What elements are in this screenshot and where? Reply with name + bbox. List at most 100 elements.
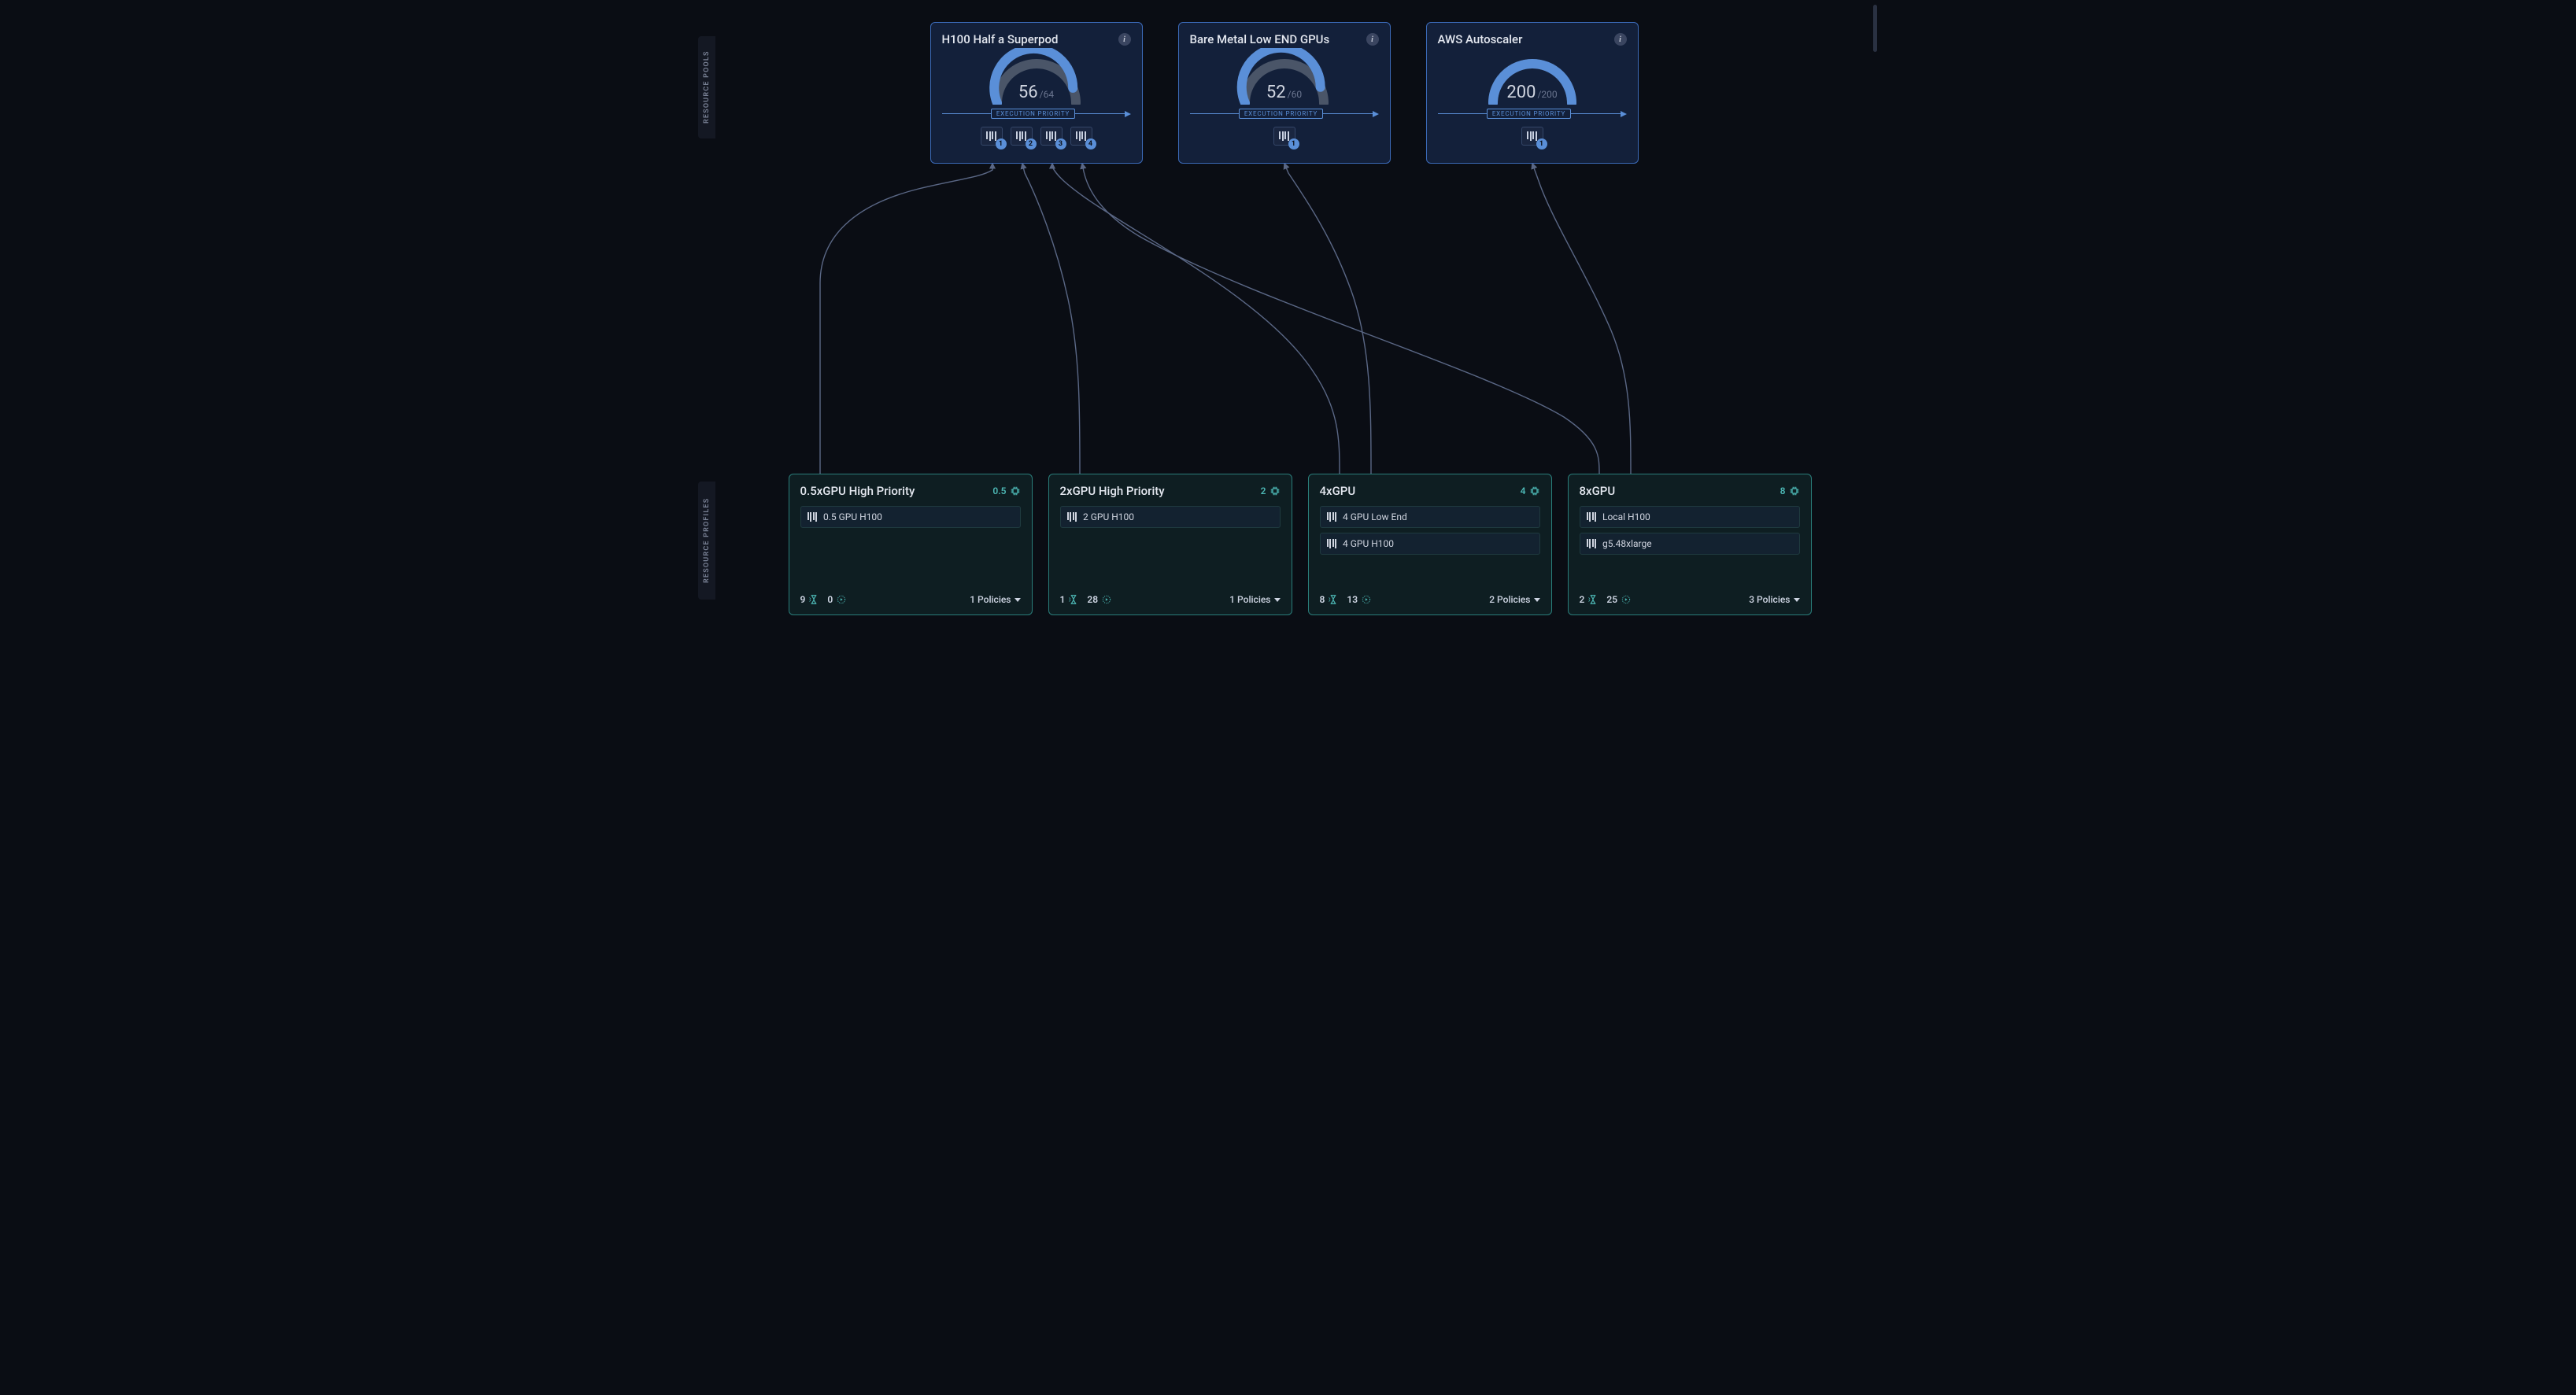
gauge-total: /60 <box>1288 89 1302 100</box>
pending-stat: 9 <box>800 594 820 605</box>
chip-icon <box>1789 485 1800 496</box>
side-tab-resource-pools[interactable]: RESOURCE POOLS <box>698 36 715 138</box>
chevron-down-icon <box>1274 598 1281 602</box>
gpu-count-tag: 8 <box>1780 485 1800 496</box>
policies-label: 3 Policies <box>1749 594 1790 605</box>
queue-chip[interactable]: 1 <box>981 127 1003 146</box>
resource-profile-card[interactable]: 0.5xGPU High Priority 0.5 0.5 GPU H100 9 0… <box>789 474 1033 615</box>
slot-label: 2 GPU H100 <box>1083 511 1134 522</box>
slot-label: 0.5 GPU H100 <box>823 511 882 522</box>
resource-pool-card[interactable]: H100 Half a Superpod i 56/64 EXECUTION PRIO… <box>930 22 1143 164</box>
pool-title: AWS Autoscaler <box>1438 32 1523 46</box>
gauge-value: 52 <box>1266 83 1286 102</box>
chevron-down-icon <box>1015 598 1021 602</box>
hourglass-icon <box>1328 594 1339 605</box>
info-icon[interactable]: i <box>1118 33 1131 46</box>
bars-icon <box>1046 131 1056 141</box>
arrow-right-icon <box>1621 111 1627 117</box>
pool-title: Bare Metal Low END GPUs <box>1190 32 1330 46</box>
pending-count: 1 <box>1060 594 1066 605</box>
scrollbar-stub <box>1873 5 1877 52</box>
bars-icon <box>1327 539 1337 548</box>
profile-slot[interactable]: 4 GPU Low End <box>1320 506 1540 528</box>
queue-badge: 1 <box>996 138 1007 149</box>
profile-title: 0.5xGPU High Priority <box>800 484 915 498</box>
gpu-count-value: 4 <box>1521 485 1526 496</box>
gauge-value: 56 <box>1018 83 1038 102</box>
resource-profile-card[interactable]: 8xGPU 8 Local H100 g5.48xlarge 2 25 3 Polic… <box>1568 474 1812 615</box>
resource-profile-card[interactable]: 4xGPU4 4 GPU Low End4 GPU H1008 13 2 Pol… <box>1308 474 1552 615</box>
queue-chip[interactable]: 4 <box>1070 127 1092 146</box>
slot-label: g5.48xlarge <box>1602 538 1652 549</box>
edge <box>820 164 992 474</box>
pending-stat: 1 <box>1060 594 1080 605</box>
gpu-count-tag: 2 <box>1261 485 1281 496</box>
queue-badge: 1 <box>1288 138 1299 149</box>
slot-label: 4 GPU Low End <box>1343 511 1407 522</box>
play-circle-icon <box>1621 594 1632 605</box>
pending-count: 2 <box>1580 594 1585 605</box>
edge <box>1082 164 1599 474</box>
arrow-right-icon <box>1125 111 1131 117</box>
gauge-total: /200 <box>1537 89 1557 100</box>
execution-priority-label: EXECUTION PRIORITY <box>991 109 1075 119</box>
resource-pool-card[interactable]: Bare Metal Low END GPUs i 52/60 EXECUTION P… <box>1178 22 1391 164</box>
queue-chip[interactable]: 1 <box>1273 127 1295 146</box>
profile-slot[interactable]: 2 GPU H100 <box>1060 506 1281 528</box>
info-icon[interactable]: i <box>1614 33 1627 46</box>
resource-pool-card[interactable]: AWS Autoscaler i 200/200 EXECUTION PRIORITY… <box>1426 22 1639 164</box>
side-tab-label: RESOURCE POOLS <box>703 51 711 124</box>
running-stat: 0 <box>827 594 847 605</box>
policies-dropdown[interactable]: 2 Policies <box>1489 594 1539 605</box>
profile-slot[interactable]: g5.48xlarge <box>1580 533 1800 555</box>
bars-icon <box>1587 539 1597 548</box>
policies-label: 2 Policies <box>1489 594 1530 605</box>
side-tab-resource-profiles[interactable]: RESOURCE PROFILES <box>698 482 715 600</box>
execution-priority-label: EXECUTION PRIORITY <box>1239 109 1323 119</box>
profile-slot[interactable]: Local H100 <box>1580 506 1800 528</box>
policies-label: 1 Policies <box>1229 594 1270 605</box>
queue-badge: 3 <box>1055 138 1066 149</box>
queue-chip[interactable]: 1 <box>1521 127 1543 146</box>
gpu-count-value: 0.5 <box>992 485 1006 496</box>
bars-icon <box>1587 512 1597 522</box>
queue-chip[interactable]: 2 <box>1011 127 1033 146</box>
pool-title: H100 Half a Superpod <box>942 32 1059 46</box>
arrow-right-icon <box>1373 111 1379 117</box>
queue-chip[interactable]: 3 <box>1040 127 1063 146</box>
queue-badge: 1 <box>1536 138 1547 149</box>
running-count: 13 <box>1347 594 1358 605</box>
gpu-count-value: 8 <box>1780 485 1786 496</box>
queue-badge: 2 <box>1026 138 1037 149</box>
running-stat: 13 <box>1347 594 1372 605</box>
running-stat: 28 <box>1087 594 1112 605</box>
hourglass-icon <box>1587 594 1598 605</box>
profile-slot[interactable]: 0.5 GPU H100 <box>800 506 1021 528</box>
profile-title: 8xGPU <box>1580 484 1616 498</box>
play-circle-icon <box>1101 594 1112 605</box>
resource-profile-card[interactable]: 2xGPU High Priority2 2 GPU H1001 28 1 Po… <box>1048 474 1292 615</box>
bars-icon <box>1527 131 1537 141</box>
play-circle-icon <box>836 594 847 605</box>
chip-icon <box>1529 485 1540 496</box>
slot-label: Local H100 <box>1602 511 1650 522</box>
execution-priority-axis: EXECUTION PRIORITY <box>1438 109 1627 119</box>
info-icon[interactable]: i <box>1366 33 1379 46</box>
hourglass-icon <box>1068 594 1079 605</box>
edge <box>1022 164 1080 474</box>
policies-dropdown[interactable]: 1 Policies <box>1229 594 1280 605</box>
gauge-total: /64 <box>1040 89 1054 100</box>
gauge-value: 200 <box>1506 83 1536 102</box>
pending-stat: 8 <box>1320 594 1340 605</box>
running-stat: 25 <box>1606 594 1632 605</box>
bars-icon <box>1076 131 1086 141</box>
bars-icon <box>986 131 996 141</box>
policies-dropdown[interactable]: 1 Policies <box>970 594 1020 605</box>
running-count: 28 <box>1087 594 1098 605</box>
edge <box>1052 164 1340 474</box>
slot-label: 4 GPU H100 <box>1343 538 1394 549</box>
execution-priority-axis: EXECUTION PRIORITY <box>1190 109 1379 119</box>
profile-slot[interactable]: 4 GPU H100 <box>1320 533 1540 555</box>
policies-dropdown[interactable]: 3 Policies <box>1749 594 1799 605</box>
chevron-down-icon <box>1534 598 1540 602</box>
